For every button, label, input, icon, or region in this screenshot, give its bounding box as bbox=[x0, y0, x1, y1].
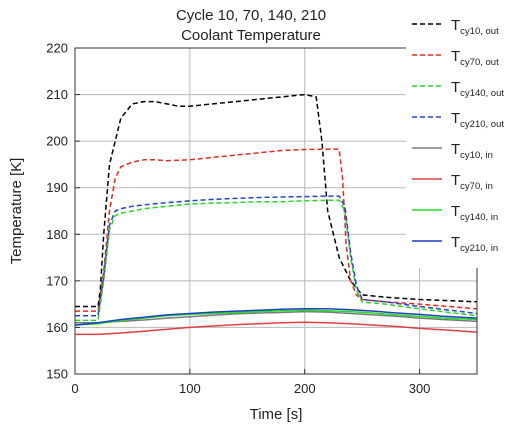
legend-label: Tcy70, out bbox=[451, 48, 499, 68]
legend-label: Tcy70, in bbox=[451, 172, 493, 192]
series-line-cy210-in bbox=[75, 308, 477, 326]
x-axis-title: Time [s] bbox=[250, 406, 303, 423]
legend: Tcy10, out Tcy70, out Tcy140, out Tcy210, o… bbox=[406, 10, 514, 268]
axis-ticks: 0 100 200 300 150 160 170 180 190 200 210 220 bbox=[46, 41, 430, 397]
series-lines bbox=[75, 93, 477, 336]
y-axis-title: Temperature [K] bbox=[8, 158, 25, 265]
chart-title-line-2: Coolant Temperature bbox=[181, 27, 321, 44]
y-tick-label: 160 bbox=[46, 320, 68, 335]
chart-title-line-1: Cycle 10, 70, 140, 210 bbox=[176, 7, 326, 24]
series-line-cy140-in bbox=[75, 309, 477, 326]
y-tick-label: 190 bbox=[46, 180, 68, 195]
legend-label: Tcy140, in bbox=[451, 203, 498, 223]
series-line-cy70-out bbox=[75, 148, 477, 312]
legend-box bbox=[406, 10, 514, 268]
y-tick-label: 150 bbox=[46, 367, 68, 382]
series-line-cy70-in bbox=[75, 321, 477, 336]
legend-label: Tcy210, out bbox=[451, 110, 504, 130]
legend-label: Tcy10, out bbox=[451, 17, 499, 37]
y-tick-label: 180 bbox=[46, 227, 68, 242]
x-tick-label: 200 bbox=[294, 381, 316, 396]
series-line-cy210-out bbox=[75, 195, 477, 317]
legend-label: Tcy10, in bbox=[451, 141, 493, 161]
y-tick-label: 220 bbox=[46, 41, 68, 56]
x-tick-label: 100 bbox=[179, 381, 201, 396]
x-tick-label: 300 bbox=[409, 381, 431, 396]
legend-label: Tcy140, out bbox=[451, 79, 504, 99]
y-tick-label: 210 bbox=[46, 87, 68, 102]
legend-label: Tcy210, in bbox=[451, 234, 498, 254]
x-tick-label: 0 bbox=[71, 381, 78, 396]
series-line-cy10-in bbox=[75, 310, 477, 324]
y-tick-label: 200 bbox=[46, 134, 68, 149]
y-tick-label: 170 bbox=[46, 273, 68, 288]
series-line-cy10-out bbox=[75, 93, 477, 308]
chart-title: Cycle 10, 70, 140, 210 Coolant Temperatu… bbox=[176, 7, 326, 44]
series-line-cy140-out bbox=[75, 199, 477, 322]
